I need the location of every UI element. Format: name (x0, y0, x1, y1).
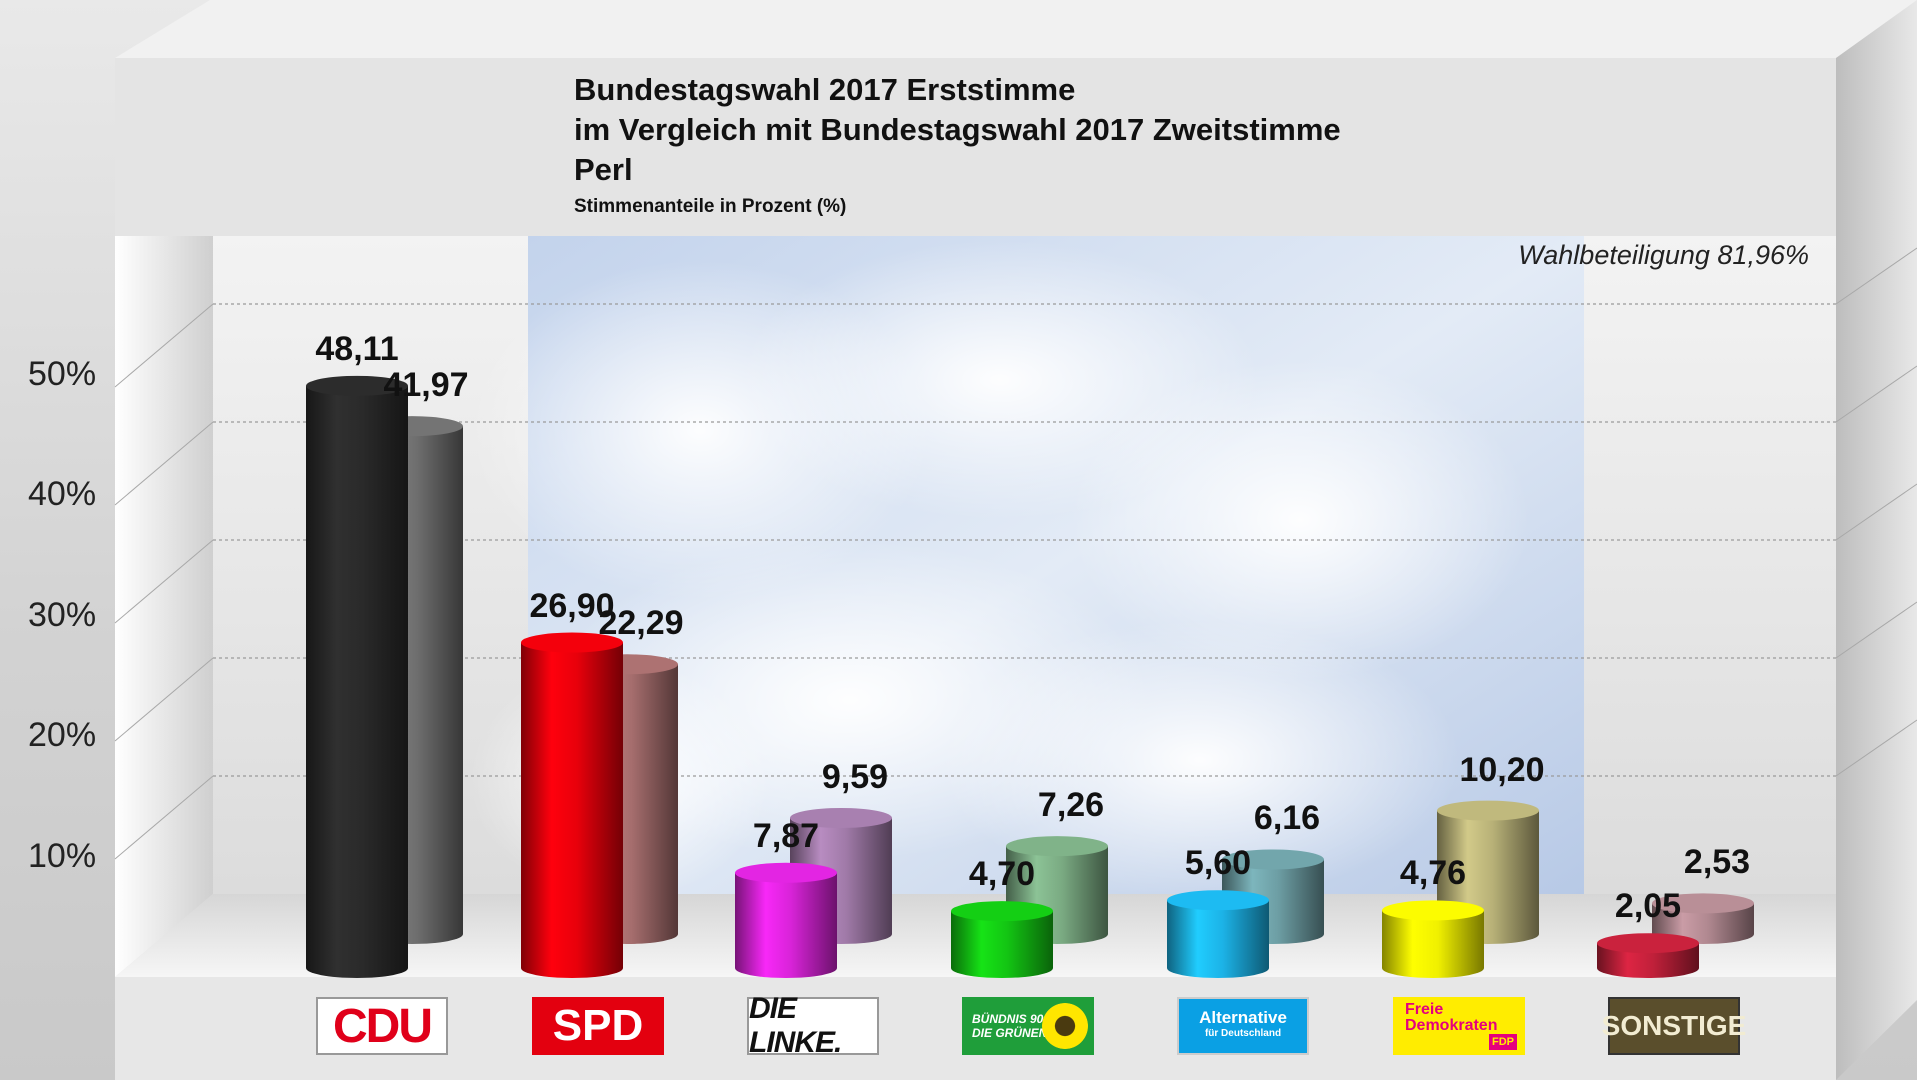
frame-top (115, 0, 1917, 58)
gridline-side (114, 539, 214, 624)
y-tick-label: 50% (28, 354, 97, 393)
bar-erst-linke (735, 862, 837, 978)
sunflower-icon (1042, 1003, 1088, 1049)
bar-zweit-afd-cap (1222, 849, 1324, 870)
bar-erst-linke-body (735, 872, 837, 978)
gridlines (114, 247, 1917, 860)
logo-gruene-text-1: BÜNDNIS 90 (972, 1012, 1044, 1026)
logo-sonstige: SONSTIGE (1602, 997, 1746, 1055)
logo-cdu: CDU (316, 997, 448, 1055)
gridline-right (1835, 483, 1917, 541)
logo-fdp-text-1: Freie (1405, 1001, 1444, 1018)
gridline-side (114, 421, 214, 506)
clouds (470, 240, 1530, 900)
gridline-right (1835, 719, 1917, 777)
bar-zweit-linke-cap (790, 807, 892, 828)
y-tick-label: 10% (28, 836, 97, 875)
title-line-3: Perl (574, 152, 633, 187)
bar-erst-linke-cap (735, 862, 837, 883)
y-tick-label: 30% (28, 595, 97, 634)
value-label-zweit: 9,59 (821, 757, 889, 796)
logo-fdp-text-2: Demokraten (1405, 1017, 1498, 1034)
bar-erst-afd-body (1167, 900, 1269, 978)
bar-zweit-gruene-cap (1006, 836, 1108, 857)
logo-afd: Alternative für Deutschland (1177, 997, 1309, 1055)
bar-erst-sonstige (1597, 933, 1699, 978)
value-label-zweit: 7,26 (1037, 786, 1105, 825)
turnout-label: Wahlbeteiligung 81,96% (1518, 240, 1809, 270)
y-tick-label: 40% (28, 475, 97, 513)
bar-erst-cdu (306, 375, 408, 978)
bar-erst-gruene-cap (951, 901, 1053, 922)
bar-zweit-sonstige-body (1652, 903, 1754, 944)
value-label-zweit: 10,20 (1459, 750, 1545, 789)
bar-erst-sonstige-body (1597, 943, 1699, 978)
bar-erst-cdu-body (306, 385, 408, 978)
logo-linke-text: DIE LINKE. (749, 992, 842, 1059)
title-line-1: Bundestagswahl 2017 Erststimme (574, 72, 1076, 107)
bar-erst-gruene-body (951, 911, 1053, 978)
bar-erst-spd-body (521, 642, 623, 978)
value-label-erst: 5,60 (1184, 844, 1252, 883)
logo-gruene: BÜNDNIS 90 DIE GRÜNEN (962, 997, 1094, 1055)
y-tick-label: 20% (28, 716, 97, 754)
left-wall (115, 236, 213, 977)
logo-spd-text: SPD (552, 1001, 644, 1050)
value-label-erst: 7,87 (752, 816, 820, 855)
bar-zweit-fdp-cap (1437, 800, 1539, 821)
logo-afd-text-1: Alternative (1199, 1008, 1287, 1027)
right-wall (1836, 180, 1917, 894)
bar-zweit-sonstige (1652, 893, 1754, 944)
bar-erst-gruene (951, 901, 1053, 978)
logo-spd: SPD (532, 997, 664, 1055)
gridline-side (114, 657, 214, 742)
value-label-erst: 4,70 (968, 855, 1036, 894)
logo-afd-text-2: für Deutschland (1204, 1028, 1282, 1039)
bar-erst-fdp-body (1382, 910, 1484, 978)
value-label-zweit: 41,97 (383, 366, 469, 405)
title-line-2: im Vergleich mit Bundestagswahl 2017 Zwe… (574, 112, 1341, 147)
bar-erst-afd-cap (1167, 890, 1269, 911)
gridline-right (1835, 365, 1917, 423)
bar-erst-sonstige-cap (1597, 933, 1699, 954)
title-block: Bundestagswahl 2017 Erststimme im Vergle… (574, 70, 1341, 218)
gridline-right (1835, 247, 1917, 305)
value-label-erst: 26,90 (529, 586, 615, 625)
bar-erst-cdu-cap (306, 375, 408, 396)
value-label-erst: 2,05 (1614, 887, 1682, 926)
value-label-zweit: 6,16 (1253, 799, 1321, 838)
value-label-erst: 48,11 (315, 329, 399, 368)
logo-fdp-text-3: FDP (1489, 1034, 1517, 1050)
value-label-zweit: 22,29 (598, 604, 684, 643)
logo-gruene-text-2: DIE GRÜNEN (972, 1026, 1048, 1040)
bar-erst-afd (1167, 890, 1269, 978)
logo-sonstige-text: SONSTIGE (1601, 1010, 1747, 1041)
logo-fdp: Freie Demokraten FDP (1393, 997, 1525, 1055)
bar-erst-fdp (1382, 900, 1484, 978)
bar-erst-fdp-cap (1382, 900, 1484, 921)
bars (306, 375, 1754, 978)
logo-linke: DIE LINKE. (747, 992, 879, 1059)
value-label-erst: 4,76 (1399, 854, 1467, 893)
value-label-zweit: 2,53 (1683, 843, 1751, 882)
subtitle: Stimmenanteile in Prozent (%) (574, 196, 847, 217)
gridline-right (1835, 601, 1917, 659)
bar-zweit-sonstige-cap (1652, 893, 1754, 914)
bar-erst-spd (521, 632, 623, 978)
gridline-side (114, 303, 214, 388)
bar-erst-spd-cap (521, 632, 623, 653)
logo-cdu-text: CDU (333, 999, 433, 1053)
gridline-side (114, 775, 214, 860)
